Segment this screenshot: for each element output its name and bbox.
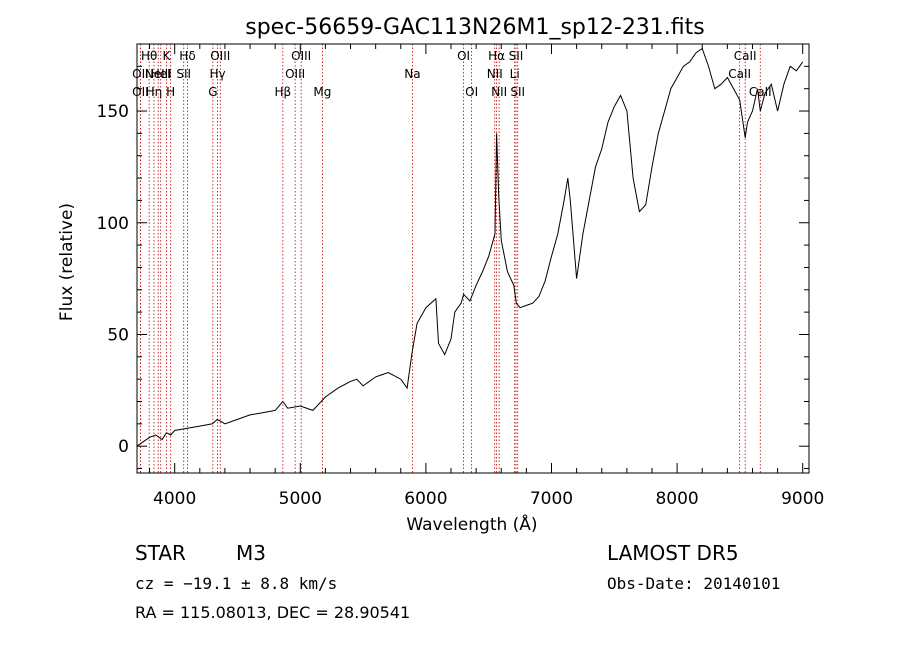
line-marker-label-14: OIII	[285, 67, 305, 81]
survey-name: LAMOST DR5	[607, 541, 739, 565]
line-marker-labels: HθOIIOIIHηNeIIIHeIKHSIIHδGHγOIIIHβOIIIOI…	[132, 49, 772, 99]
x-axis-label: Wavelength (Å)	[406, 513, 537, 535]
x-axis-ticks: 4000 5000 6000 7000 8000 9000	[149, 44, 824, 509]
object-subclass: M3	[236, 541, 266, 565]
line-marker-label-5: HeI	[151, 67, 171, 81]
spectrum-line	[136, 47, 804, 447]
line-marker-label-1: OII	[132, 67, 149, 81]
x-tick-label-4: 8000	[655, 489, 698, 509]
line-marker-label-0: Hθ	[141, 49, 157, 63]
chart-title: spec-56659-GAC113N26M1_sp12-231.fits	[245, 15, 705, 40]
line-marker-label-27: CaII	[734, 49, 757, 63]
object-class: STAR	[135, 541, 186, 565]
redshift-velocity: cz = −19.1 ± 8.8 km/s	[135, 574, 338, 593]
line-marker-label-21: Hα	[488, 49, 505, 63]
y-axis-label: Flux (relative)	[57, 203, 77, 321]
line-marker-label-13: Hβ	[274, 85, 291, 99]
line-marker-label-18: OI	[457, 49, 470, 63]
line-marker-label-4: NeIII	[145, 67, 172, 81]
line-marker-label-22: NII	[491, 85, 507, 99]
x-tick-label-0: 4000	[153, 489, 196, 509]
x-tick-label-3: 7000	[530, 489, 573, 509]
line-marker-label-17: Na	[404, 67, 420, 81]
x-tick-label-2: 6000	[404, 489, 447, 509]
line-marker-label-23: Li	[510, 67, 520, 81]
x-tick-label-1: 5000	[279, 489, 322, 509]
y-tick-label-2: 100	[97, 214, 129, 234]
line-marker-label-7: H	[166, 85, 175, 99]
line-marker-label-26: CaII	[728, 67, 751, 81]
line-marker-label-12: OIII	[210, 49, 230, 63]
line-marker-label-6: K	[162, 49, 171, 63]
line-marker-label-28: CaII	[749, 85, 772, 99]
sky-coordinates: RA = 115.08013, DEC = 28.90541	[135, 603, 411, 622]
line-marker-label-25: SII	[510, 85, 525, 99]
plot-frame	[136, 43, 810, 474]
line-marker-label-19: OI	[465, 85, 478, 99]
line-marker-label-20: NII	[487, 67, 503, 81]
line-marker-label-8: SII	[176, 67, 191, 81]
y-axis-ticks: 0 50 100 150	[97, 65, 809, 470]
line-marker-label-11: Hγ	[209, 67, 225, 81]
y-tick-label-1: 50	[107, 325, 129, 345]
line-marker-label-2: OII	[132, 85, 149, 99]
line-markers	[139, 44, 761, 473]
x-tick-label-5: 9000	[781, 489, 824, 509]
line-marker-label-9: Hδ	[179, 49, 195, 63]
y-tick-label-0: 0	[118, 437, 129, 457]
line-marker-label-10: G	[208, 85, 217, 99]
observation-date: Obs-Date: 20140101	[607, 574, 781, 593]
line-marker-label-3: Hη	[146, 85, 163, 99]
y-tick-label-3: 150	[97, 102, 129, 122]
line-marker-label-24: SII	[509, 49, 524, 63]
line-marker-label-15: OIII	[291, 49, 311, 63]
line-marker-label-16: Mg	[313, 85, 331, 99]
